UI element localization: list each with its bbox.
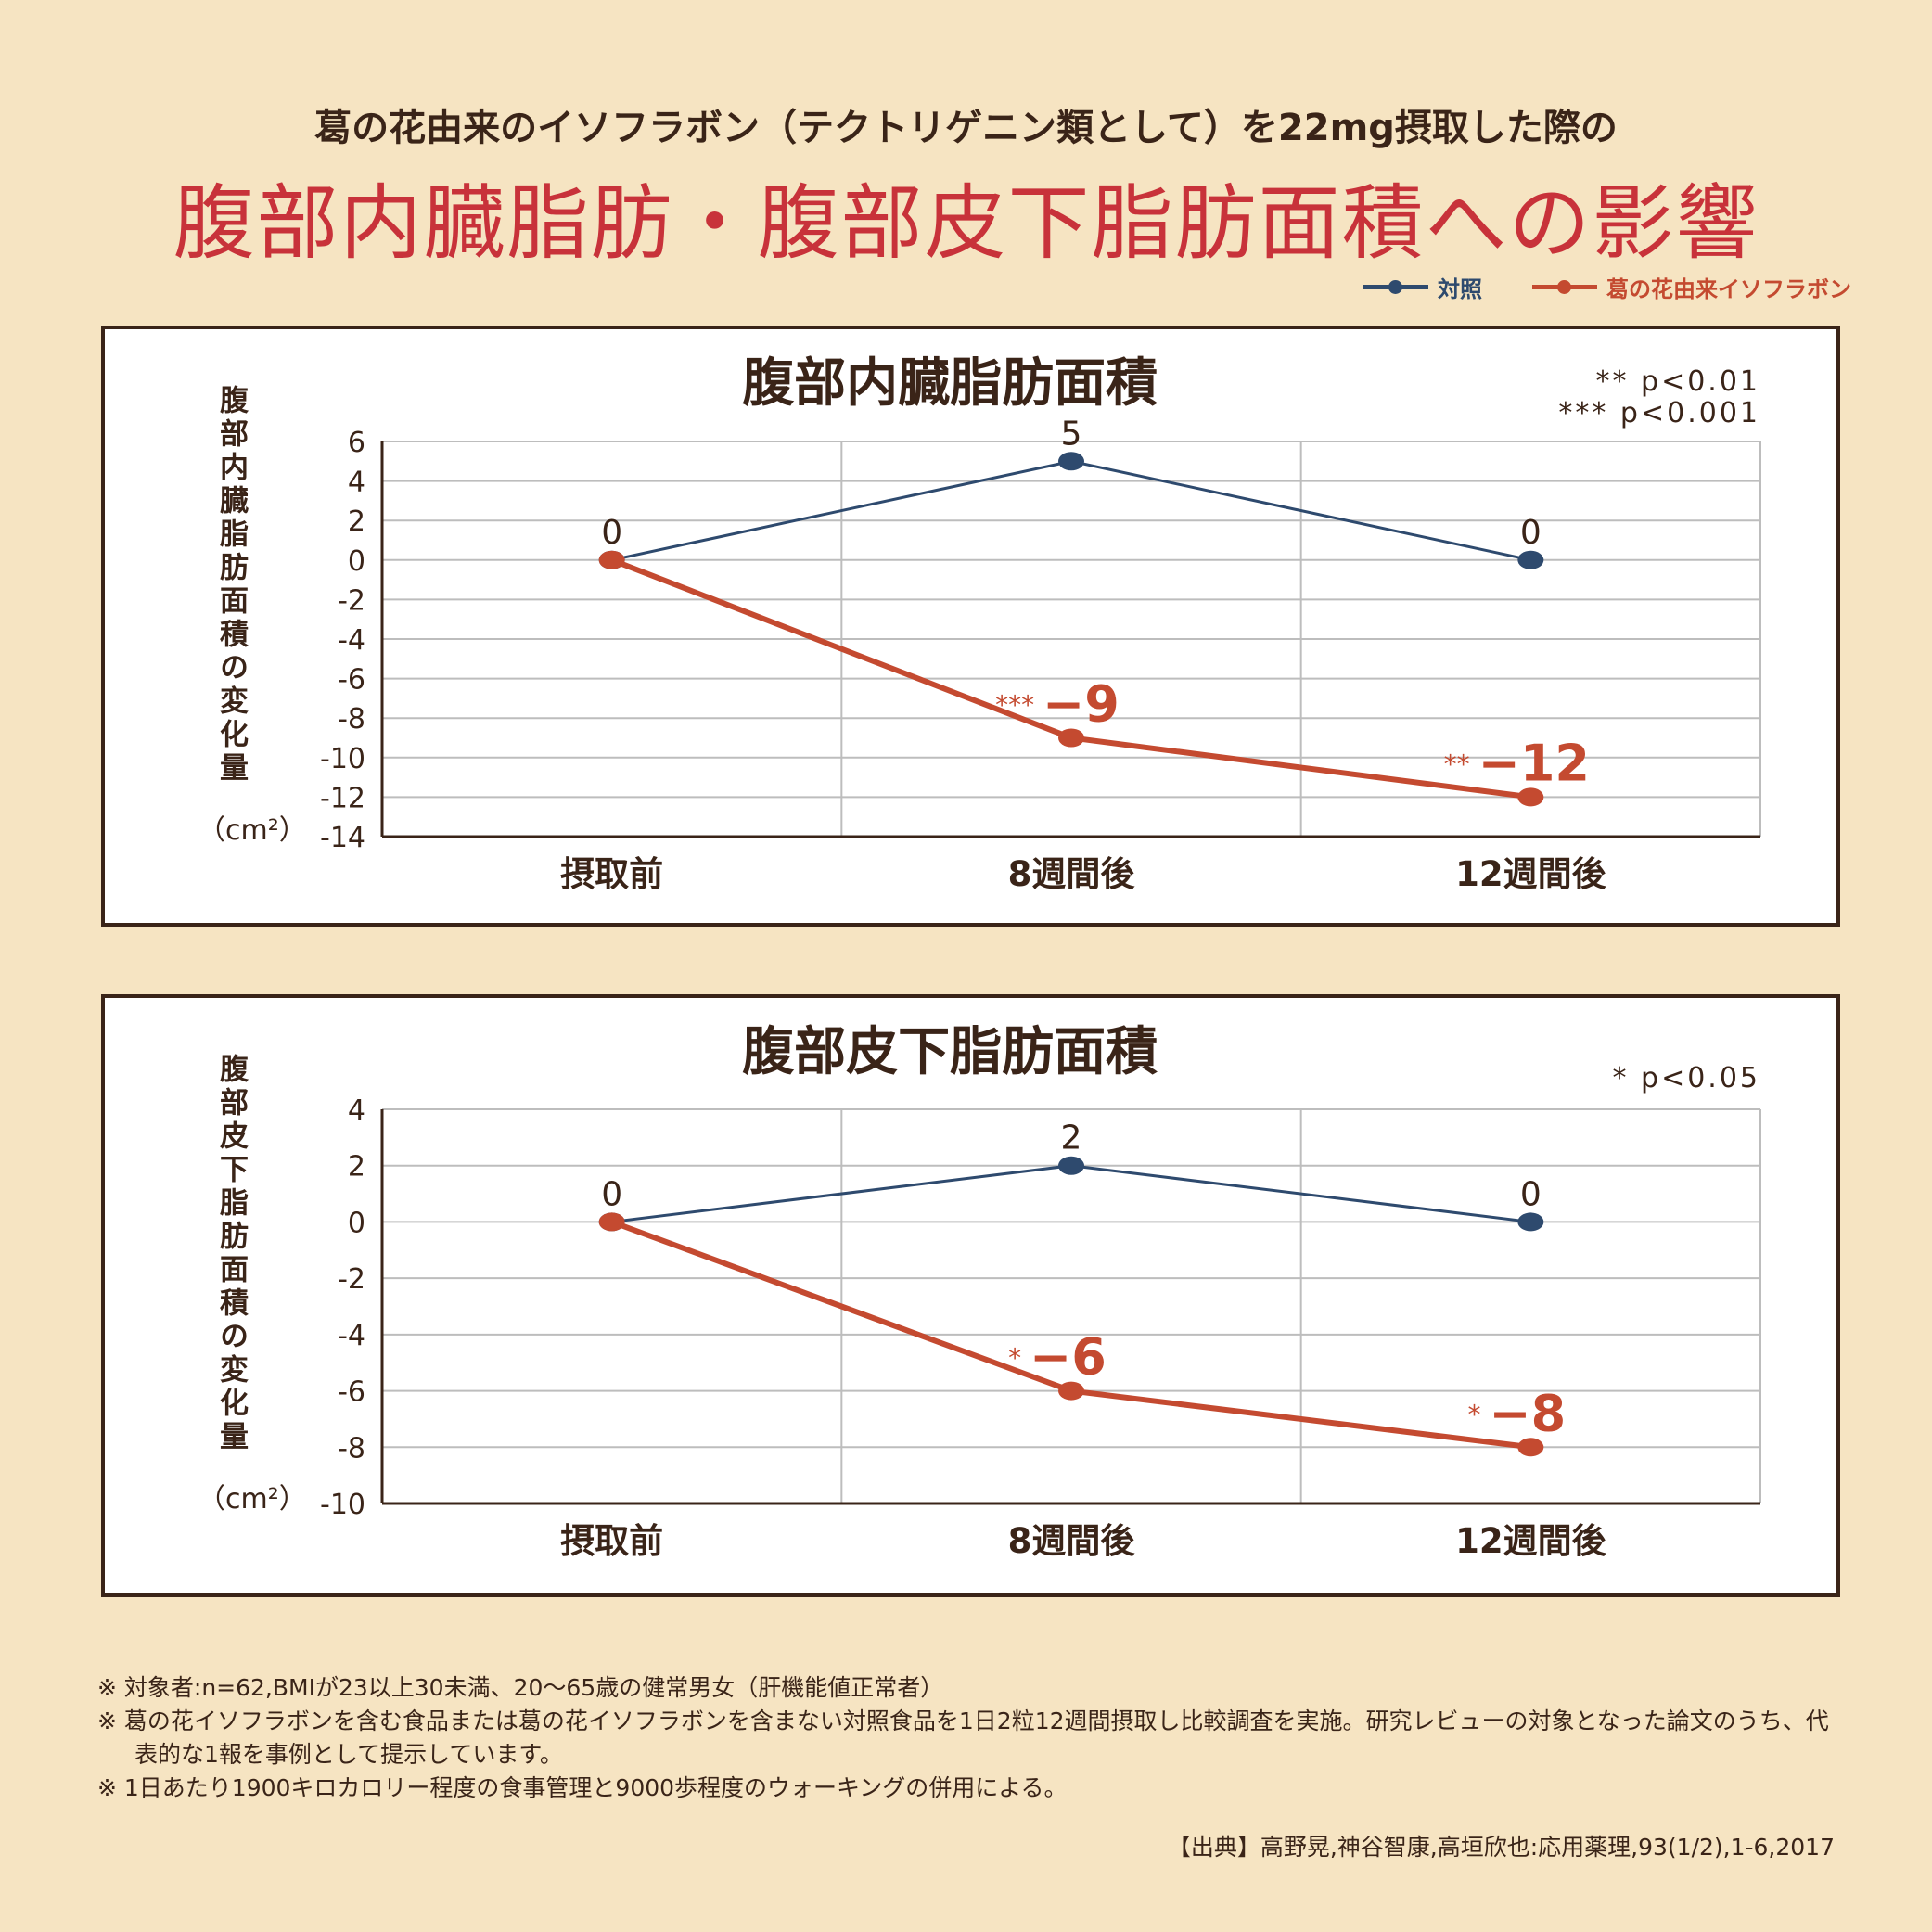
y-tick-label: 0 (348, 545, 365, 578)
data-point-control (1517, 550, 1544, 569)
data-label-isoflavone: * −6 (1008, 1328, 1107, 1387)
x-tick-label: 摂取前 (560, 1521, 663, 1561)
data-point-isoflavone (1517, 1438, 1544, 1457)
significance-mark: ** (1444, 748, 1478, 779)
y-tick-label: -6 (338, 664, 365, 697)
significance-mark: * (1467, 1399, 1489, 1429)
y-axis-unit: （cm²） (198, 1483, 307, 1516)
data-point-isoflavone (598, 550, 625, 569)
data-label-control: 0 (601, 514, 622, 552)
y-tick-label: -4 (338, 1320, 365, 1352)
note-p001: ** p<0.01 (1595, 365, 1760, 398)
legend-item-isoflavone: 葛の花由来イソフラボン (1532, 271, 1851, 303)
data-point-control (1058, 1156, 1084, 1175)
series-line-control (611, 459, 1531, 562)
x-tick-label: 8週間後 (1008, 1521, 1136, 1561)
chart-panel-subcutaneous: 腹部皮下脂肪面積 * p<0.05 腹部皮下脂肪面積の変化量 （cm²） (101, 994, 1840, 1597)
data-value: −6 (1030, 1328, 1107, 1387)
legend-line-marker-icon (1532, 280, 1597, 294)
y-tick-label: -4 (338, 624, 365, 657)
y-tick-label: -12 (320, 782, 365, 814)
chart-title: 腹部皮下脂肪面積 (742, 1022, 1158, 1082)
data-label-isoflavone: ** −12 (1444, 734, 1590, 792)
x-tick-label: 8週間後 (1008, 854, 1136, 894)
y-tick-label: -2 (338, 1263, 365, 1296)
note-p005: * p<0.05 (1612, 1062, 1760, 1094)
main-title: 腹部内臓脂肪・腹部皮下脂肪面積への影響 (173, 175, 1759, 271)
y-tick-label: -10 (320, 1489, 365, 1521)
y-tick-label: -6 (338, 1376, 365, 1409)
data-label-control: 0 (1520, 514, 1542, 552)
data-label-isoflavone: * −8 (1467, 1384, 1566, 1442)
x-tick-label: 摂取前 (560, 854, 663, 894)
y-tick-label: -2 (338, 584, 365, 617)
data-point-isoflavone (1517, 787, 1544, 807)
data-point-control (1517, 1212, 1544, 1232)
significance-mark: *** (995, 690, 1043, 721)
data-label-control: 0 (601, 1175, 622, 1213)
y-axis-label: 腹部皮下脂肪面積の変化量 (214, 1054, 248, 1454)
x-tick-label: 12週間後 (1455, 854, 1606, 894)
legend-label: 葛の花由来イソフラボン (1606, 276, 1851, 302)
data-point-isoflavone (1058, 1381, 1084, 1401)
y-axis-label: 腹部内臓脂肪面積の変化量 (214, 385, 248, 786)
x-tick-label: 12週間後 (1455, 1521, 1606, 1561)
note-p0001: *** p<0.001 (1558, 397, 1760, 429)
y-tick-label: -14 (320, 822, 365, 854)
chart-panel-visceral: 腹部内臓脂肪面積 ** p<0.01 *** p<0.001 腹部内臓脂肪面積の… (101, 326, 1840, 927)
y-tick-label: 4 (348, 467, 365, 499)
data-point-isoflavone (1058, 728, 1084, 748)
data-point-isoflavone (598, 1212, 625, 1232)
source-citation: 【出典】高野晃,神谷智康,高垣欣也:応用薬理,93(1/2),1-6,2017 (1167, 1834, 1835, 1861)
y-tick-label: 2 (348, 1151, 365, 1184)
data-value: −9 (1043, 675, 1120, 734)
significance-note: * p<0.05 (1612, 1063, 1760, 1094)
significance-mark: * (1008, 1343, 1030, 1374)
footnotes: ※ 対象者:n=62,BMIが23以上30未満、20〜65歳の健常男女（肝機能値… (97, 1671, 1841, 1805)
legend-item-control: 対照 (1363, 271, 1482, 303)
legend-line-marker-icon (1363, 280, 1428, 294)
y-tick-label: -8 (338, 703, 365, 736)
y-tick-label: 4 (348, 1094, 365, 1127)
significance-note: ** p<0.01 *** p<0.001 (1558, 366, 1760, 429)
footnote: ※ 葛の花イソフラボンを含む食品または葛の花イソフラボンを含まない対照食品を1日… (97, 1708, 1829, 1768)
data-value: −12 (1478, 734, 1590, 792)
data-label-isoflavone: *** −9 (995, 675, 1120, 734)
y-tick-label: -8 (338, 1432, 365, 1465)
footnote: ※ 1日あたり1900キロカロリー程度の食事管理と9000歩程度のウォーキングの… (97, 1774, 1068, 1801)
y-tick-label: 2 (348, 505, 365, 538)
legend-label: 対照 (1438, 276, 1482, 302)
footnote: ※ 対象者:n=62,BMIが23以上30未満、20〜65歳の健常男女（肝機能値… (97, 1674, 944, 1701)
y-tick-label: -10 (320, 743, 365, 775)
y-tick-label: 6 (348, 427, 365, 459)
data-label-control: 2 (1061, 1120, 1082, 1158)
data-label-control: 5 (1061, 415, 1082, 453)
data-point-control (1058, 452, 1084, 471)
data-value: −8 (1489, 1384, 1566, 1442)
y-axis-unit: （cm²） (198, 814, 307, 847)
y-tick-label: 0 (348, 1207, 365, 1239)
chart-title: 腹部内臓脂肪面積 (742, 353, 1158, 414)
data-label-control: 0 (1520, 1175, 1542, 1213)
subtitle: 葛の花由来のイソフラボン（テクトリゲニン類として）を22mg摂取した際の (314, 107, 1618, 149)
